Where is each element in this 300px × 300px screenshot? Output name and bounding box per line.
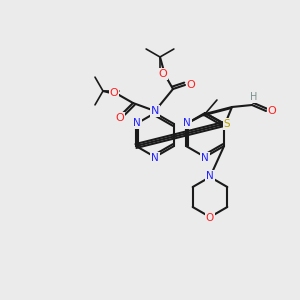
Text: O: O [159,69,167,79]
Text: N: N [151,153,159,163]
Text: S: S [224,119,230,129]
Text: O: O [116,113,124,123]
Text: O: O [187,80,195,90]
Text: N: N [151,106,159,116]
Text: N: N [201,153,209,163]
Text: N: N [133,118,141,128]
Text: O: O [110,88,118,98]
Text: N: N [206,171,214,181]
Text: O: O [206,213,214,223]
Text: N: N [183,118,191,128]
Text: O: O [268,106,276,116]
Text: H: H [250,92,258,102]
